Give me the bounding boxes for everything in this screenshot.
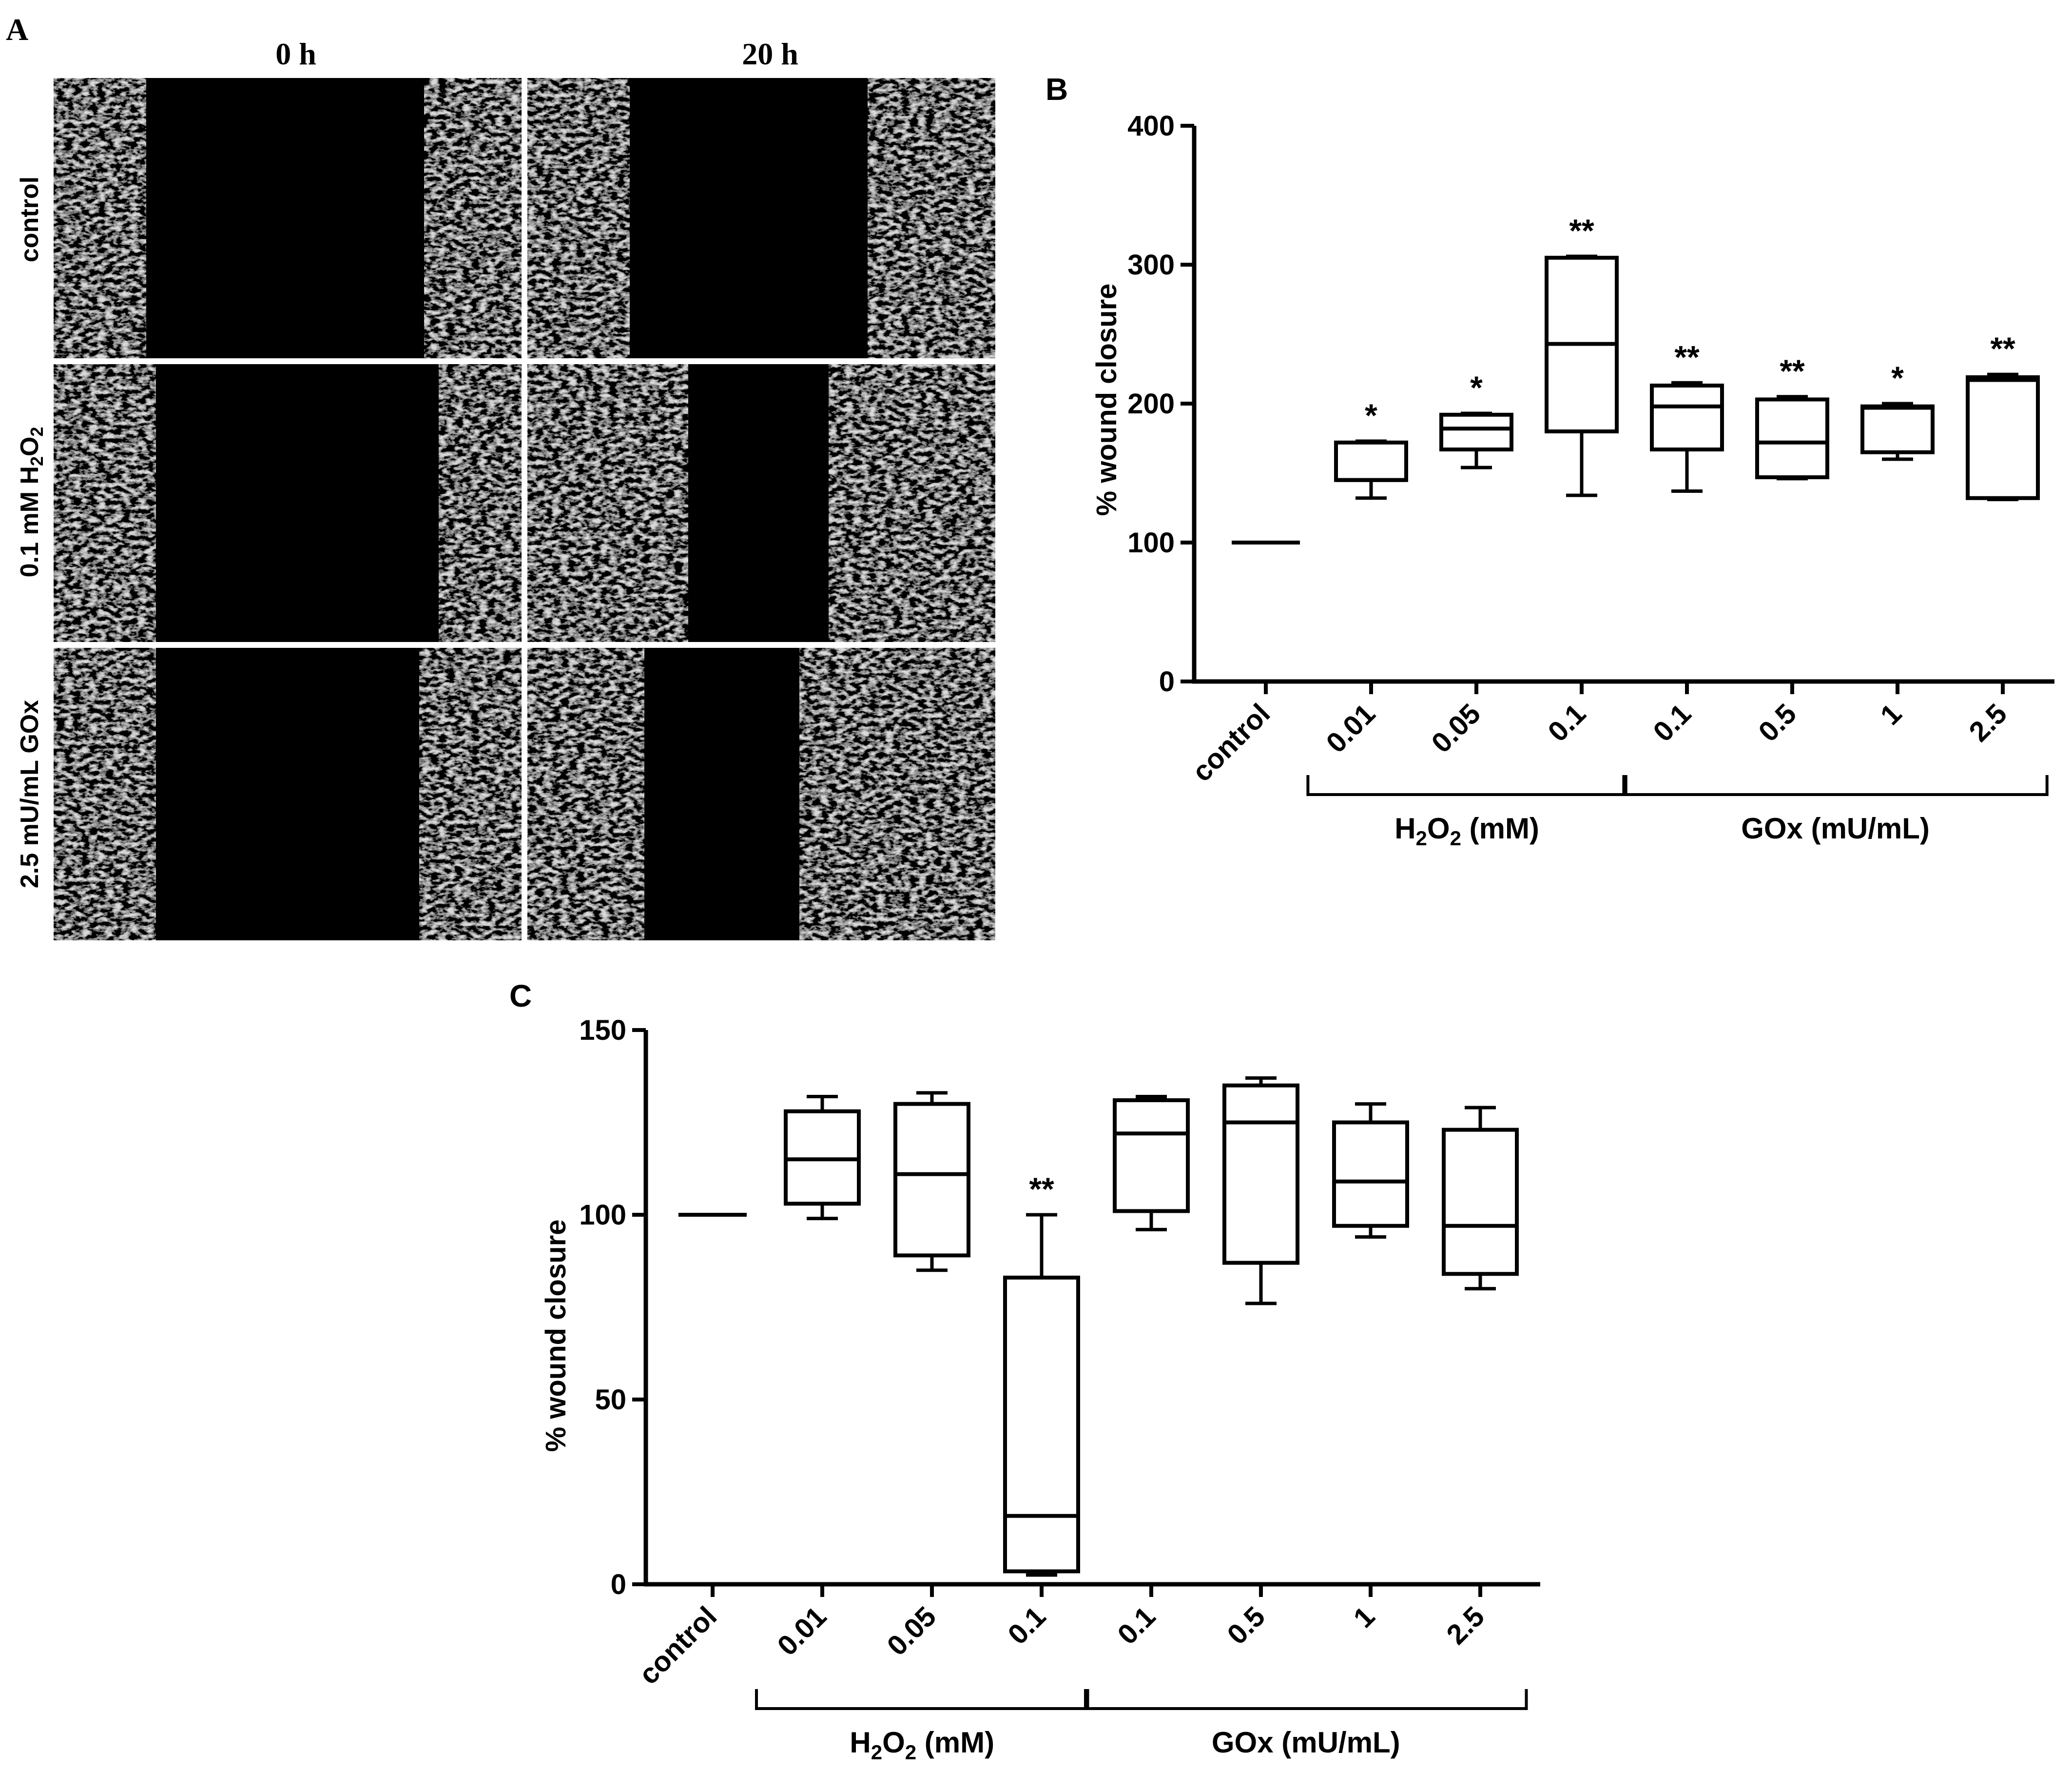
box-iqr (893, 1102, 970, 1258)
box-3: ** (1545, 213, 1619, 497)
x-tick-label: 0.05 (1425, 698, 1487, 759)
x-tick-label: 0.05 (881, 1600, 942, 1662)
panel-c-ylabel: % wound closure (540, 1220, 572, 1452)
box-2: * (1439, 370, 1513, 469)
box-2 (893, 1091, 970, 1272)
y-tick-label: 200 (1127, 388, 1175, 420)
time-label-0h: 0 h (275, 37, 316, 71)
box-iqr (1650, 383, 1724, 452)
y-tick-label: 150 (579, 1014, 626, 1046)
x-tick-label: 0.5 (1752, 698, 1802, 748)
x-tick-label: 0.1 (1002, 1600, 1052, 1651)
micrograph-grid (54, 78, 995, 940)
box-5: ** (1755, 353, 1829, 481)
row-label-h2o2: 0.1 mM H2O2 (16, 427, 47, 578)
box-iqr (1222, 1083, 1299, 1265)
significance-label: ** (1990, 331, 2015, 367)
box-5 (1222, 1076, 1299, 1305)
x-tick-label: 0.1 (1647, 698, 1697, 748)
x-tick-label: 0.1 (1542, 698, 1592, 748)
panel-b-ylabel: % wound closure (1091, 284, 1123, 516)
group-bracket (755, 1689, 1089, 1710)
x-tick-label: 2.5 (1440, 1600, 1491, 1651)
box-iqr (1442, 1128, 1519, 1276)
box-iqr (1439, 412, 1513, 452)
x-tick-label: 0.01 (771, 1600, 833, 1662)
time-label-20h: 20 h (742, 37, 798, 71)
x-tick-label: 0.1 (1111, 1600, 1162, 1651)
significance-label: ** (1674, 339, 1700, 375)
group-bracket (1306, 775, 1627, 796)
y-tick-label: 100 (579, 1199, 626, 1231)
box-6: * (1860, 360, 1935, 461)
x-tick-label: 2.5 (1963, 698, 2013, 748)
significance-label: * (1891, 360, 1904, 396)
row-label-control: control (16, 176, 44, 262)
panel-a-label: A (6, 12, 28, 47)
box-4: ** (1650, 339, 1724, 493)
box-3: ** (1003, 1171, 1080, 1577)
box-iqr (1332, 1120, 1409, 1228)
panel-c-label: C (509, 978, 532, 1013)
x-tick-label: 0.5 (1221, 1600, 1271, 1651)
box-iqr (1113, 1098, 1190, 1213)
y-tick-label: 100 (1127, 527, 1175, 559)
box-7: ** (1966, 331, 2040, 502)
box-iqr (1755, 397, 1829, 480)
box-1: * (1334, 397, 1408, 500)
box-7 (1442, 1106, 1519, 1291)
box-iqr (1003, 1275, 1080, 1574)
y-tick-label: 0 (611, 1569, 626, 1600)
y-tick-label: 300 (1127, 249, 1175, 281)
significance-label: ** (1780, 353, 1805, 389)
box-4 (1113, 1094, 1190, 1231)
y-tick-label: 50 (595, 1384, 626, 1416)
panel-a: A 0 h 20 h (6, 12, 995, 940)
y-tick-label: 0 (1159, 666, 1175, 698)
panel-b-label: B (1046, 72, 1068, 107)
x-tick-label: control (633, 1600, 723, 1691)
significance-label: * (1470, 370, 1483, 406)
x-tick-label: 0.01 (1320, 698, 1381, 759)
group-bracket (1084, 1689, 1528, 1710)
group-bracket (1622, 775, 2049, 796)
panel-b: B % wound closure 0 100 200 300 400 control 0.… (1046, 72, 2054, 850)
y-tick-label: 400 (1127, 110, 1175, 142)
x-tick-label: control (1186, 698, 1276, 788)
box-iqr (1860, 404, 1935, 454)
significance-label: * (1365, 397, 1377, 433)
x-tick-label: 1 (1347, 1600, 1381, 1634)
box-1 (784, 1094, 861, 1221)
significance-label: ** (1029, 1171, 1054, 1207)
group-label: H2O2 (mM) (1394, 812, 1539, 850)
row-label-gox: 2.5 mU/mL GOx (16, 700, 44, 888)
group-label: H2O2 (mM) (850, 1726, 994, 1764)
box-iqr (1334, 440, 1408, 482)
panel-c: C % wound closure 0 50 100 150 control 0.01 0.… (509, 978, 1540, 1764)
group-label: GOx (mU/mL) (1741, 812, 1930, 845)
box-iqr (1966, 375, 2040, 500)
x-tick-label: 1 (1874, 698, 1908, 731)
significance-label: ** (1569, 213, 1594, 249)
group-label: GOx (mU/mL) (1212, 1726, 1400, 1759)
box-6 (1332, 1102, 1409, 1239)
